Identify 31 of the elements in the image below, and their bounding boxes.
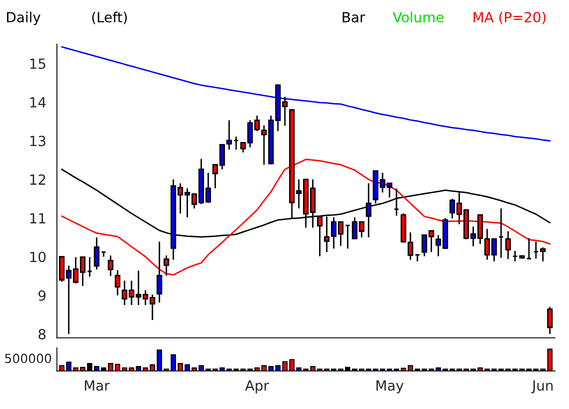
bar (268, 366, 274, 371)
x-tick-label: May (376, 380, 404, 394)
x-tick-label: Apr (245, 380, 270, 394)
x-tick-label: Mar (84, 380, 110, 391)
x-tick-label: Jun (531, 380, 553, 394)
candlestick (108, 254, 114, 277)
bar (408, 365, 414, 371)
y-tick-label: 15 (30, 58, 46, 69)
candlestick (94, 236, 100, 270)
text: (Left) (92, 12, 127, 24)
candlestick (114, 270, 120, 296)
bar (261, 365, 267, 371)
bar (136, 366, 142, 371)
text: Daily (7, 12, 40, 26)
candlestick (540, 246, 546, 262)
candlestick (505, 230, 511, 260)
y-tick-label: 8 (38, 328, 46, 340)
text: Volume (392, 12, 444, 22)
candlestick (156, 240, 162, 304)
y-tick-label: 14 (30, 97, 46, 108)
text: 500000 (5, 354, 52, 364)
candlestick (547, 306, 553, 335)
bar (275, 365, 281, 371)
text: MA (P=20) (474, 12, 546, 24)
y-tick-label: 10 (30, 252, 46, 262)
text: Bar (342, 12, 366, 22)
line-series (61, 46, 551, 142)
y-tick-label: 11 (30, 213, 46, 224)
y-tick-label: 13 (30, 136, 46, 146)
y-tick-label: 12 (30, 174, 46, 185)
y-tick-label: 9 (38, 290, 46, 301)
